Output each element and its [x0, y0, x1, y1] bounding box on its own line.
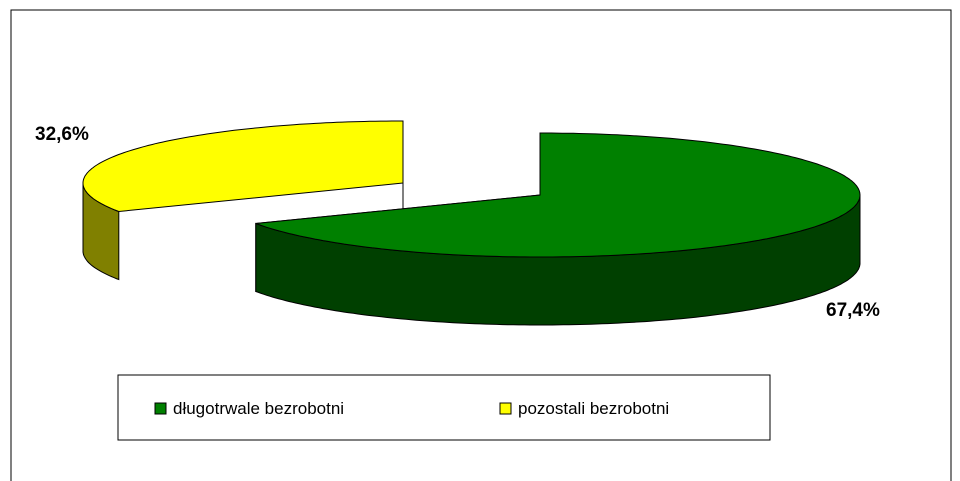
slice: [255, 132, 861, 326]
legend-label: pozostali bezrobotni: [518, 399, 669, 418]
legend-swatch: [154, 402, 167, 415]
legend-label: długotrwale bezrobotni: [173, 399, 344, 418]
pie: [82, 120, 861, 326]
slice: [82, 120, 404, 281]
data-label: 67,4%: [826, 300, 880, 321]
slice-top: [82, 120, 404, 213]
legend-swatch: [499, 402, 512, 415]
data-label: 32,6%: [35, 124, 89, 145]
legend-box: [117, 374, 771, 441]
slice-top: [255, 132, 861, 258]
